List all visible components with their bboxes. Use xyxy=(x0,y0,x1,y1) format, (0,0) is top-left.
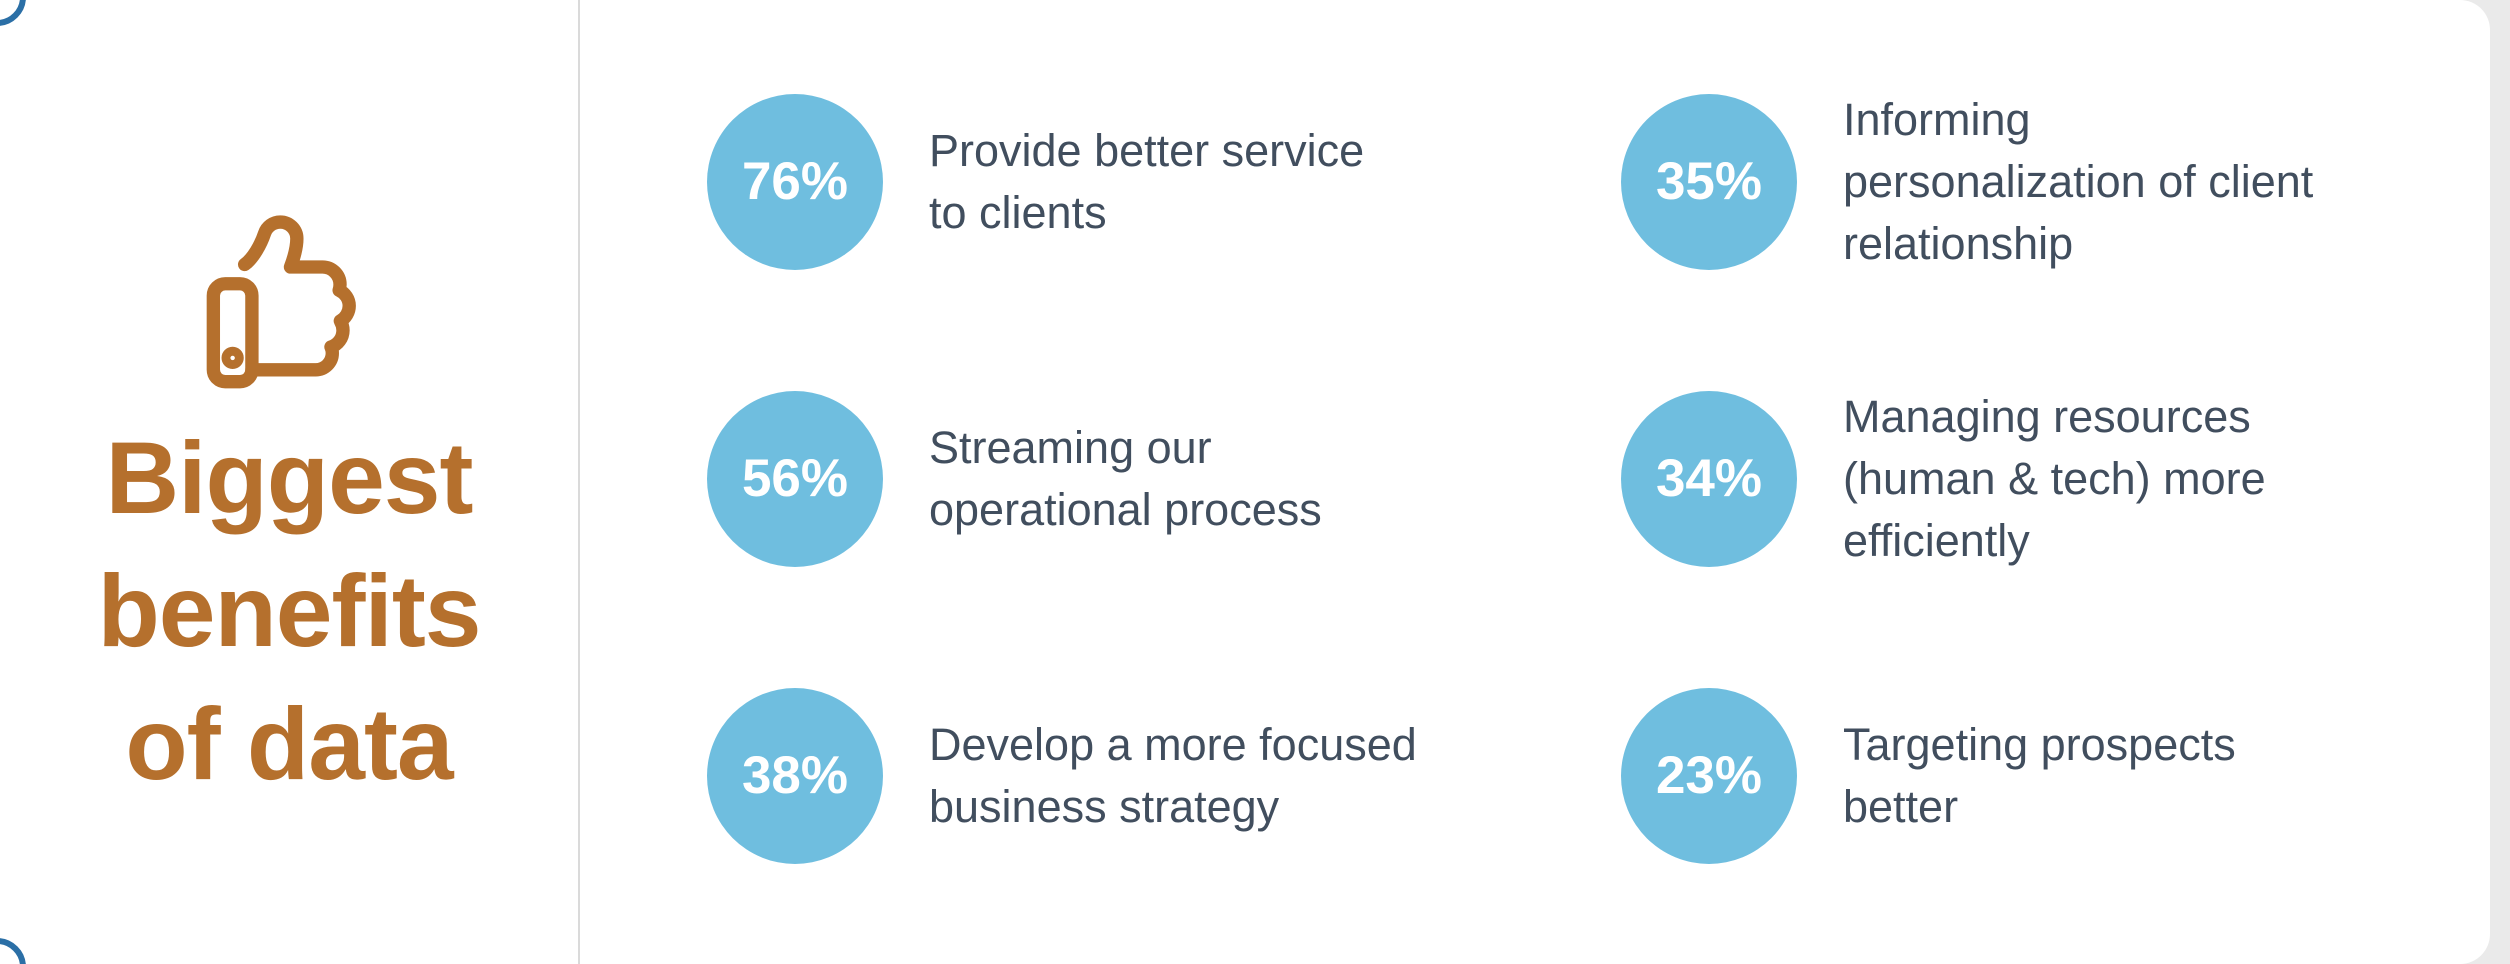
percentage-badge: 35% xyxy=(1621,93,1797,270)
benefit-label: Streaming our operational process xyxy=(929,417,1322,541)
benefits-list: 76% Provide better service to clients 35… xyxy=(707,33,2313,924)
percentage-badge: 38% xyxy=(707,687,883,864)
label-line: Provide better service xyxy=(929,124,1365,176)
thumbs-up-icon xyxy=(206,215,356,389)
benefit-item: 56% Streaming our operational process xyxy=(707,330,1621,627)
percentage-badge: 76% xyxy=(707,93,883,270)
label-line: Develop a more focused xyxy=(929,718,1417,770)
label-line: operational process xyxy=(929,483,1322,535)
benefit-item: 35% Informing personalization of client … xyxy=(1621,33,2313,330)
percentage-badge: 56% xyxy=(707,390,883,567)
label-line: to clients xyxy=(929,186,1107,238)
label-line: personalization of client xyxy=(1843,155,2314,207)
benefit-label: Informing personalization of client rela… xyxy=(1843,89,2313,275)
title-line: benefits xyxy=(97,554,481,668)
benefit-item: 34% Managing resources (human & tech) mo… xyxy=(1621,330,2313,627)
label-line: Managing resources xyxy=(1843,390,2251,442)
label-line: Streaming our xyxy=(929,421,1212,473)
vertical-divider xyxy=(578,0,580,964)
title-line: of data xyxy=(125,687,453,801)
benefit-item: 23% Targeting prospects better xyxy=(1621,627,2313,924)
label-line: Targeting prospects xyxy=(1843,718,2236,770)
label-line: better xyxy=(1843,780,1959,832)
benefit-label: Targeting prospects better xyxy=(1843,714,2236,838)
benefit-label: Develop a more focused business strategy xyxy=(929,714,1417,838)
title-line: Biggest xyxy=(105,421,473,535)
percentage-badge: 34% xyxy=(1621,390,1797,567)
benefit-item: 76% Provide better service to clients xyxy=(707,33,1621,330)
benefit-label: Provide better service to clients xyxy=(929,120,1364,244)
percentage-badge: 23% xyxy=(1621,687,1797,864)
label-line: Informing xyxy=(1843,93,2031,145)
label-line: business strategy xyxy=(929,780,1280,832)
page-title: Biggest benefits of data xyxy=(97,412,481,811)
label-line: efficiently xyxy=(1843,514,2030,566)
title-panel: Biggest benefits of data xyxy=(0,0,578,964)
label-line: (human & tech) more xyxy=(1843,452,2266,504)
benefit-item: 38% Develop a more focused business stra… xyxy=(707,627,1621,924)
benefit-label: Managing resources (human & tech) more e… xyxy=(1843,386,2266,572)
label-line: relationship xyxy=(1843,217,2074,269)
